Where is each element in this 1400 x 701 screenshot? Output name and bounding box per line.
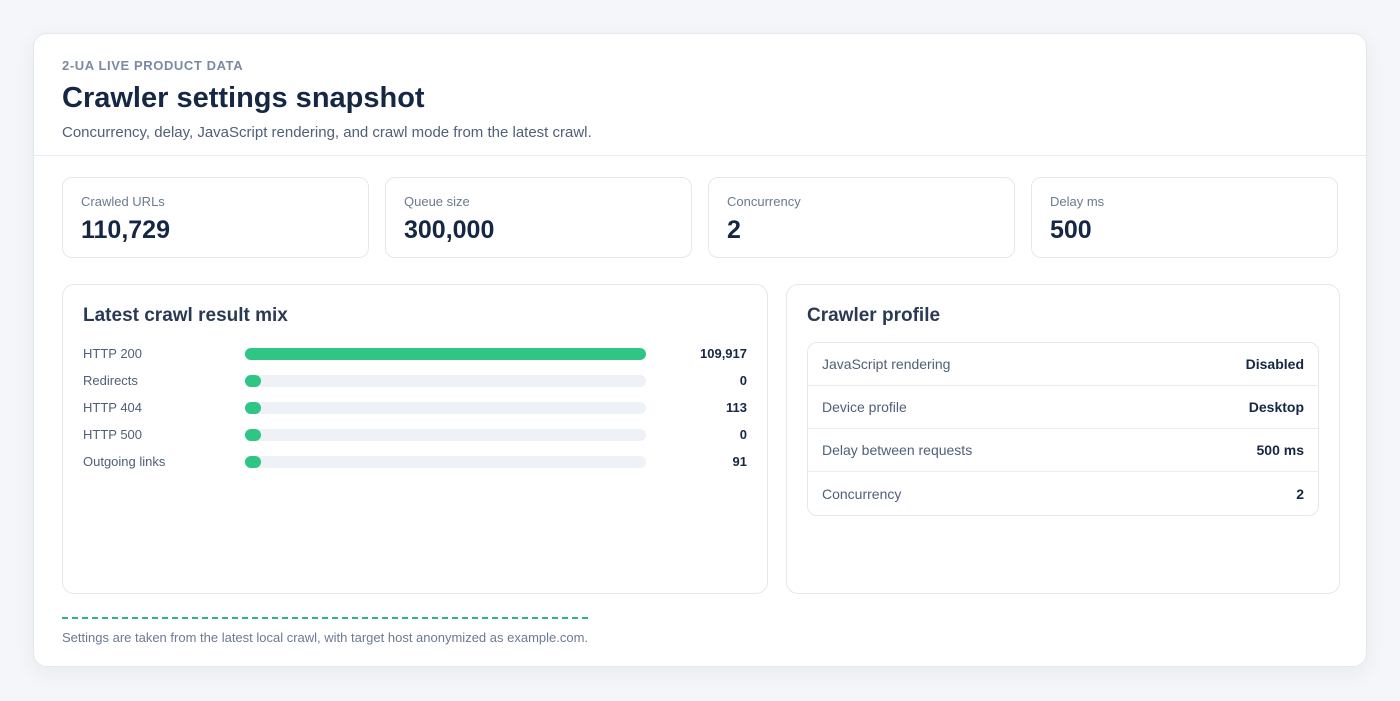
bar-row-redirects: Redirects 0 (83, 367, 747, 394)
bar-value: 109,917 (700, 346, 747, 361)
stat-label: Concurrency (727, 194, 801, 209)
bar-track (245, 401, 646, 414)
page-header: 2-UA LIVE PRODUCT DATA Crawler settings … (34, 34, 1366, 156)
bar-fill (245, 374, 261, 387)
bar-fill (245, 347, 646, 360)
profile-row-delay: Delay between requests 500 ms (808, 429, 1318, 472)
crawler-profile-table: JavaScript rendering Disabled Device pro… (807, 342, 1319, 516)
bar-label: HTTP 500 (83, 427, 143, 442)
stat-label: Crawled URLs (81, 194, 165, 209)
profile-value: Desktop (1248, 399, 1304, 415)
bar-label: Redirects (83, 373, 138, 388)
page-subtitle: Concurrency, delay, JavaScript rendering… (62, 124, 592, 141)
profile-row-concurrency: Concurrency 2 (808, 472, 1318, 515)
bar-label: HTTP 200 (83, 346, 143, 361)
snapshot-card: 2-UA LIVE PRODUCT DATA Crawler settings … (33, 33, 1367, 667)
bar-value: 0 (739, 427, 747, 442)
profile-key: Delay between requests (822, 442, 973, 458)
stat-card-delay: Delay ms 500 (1031, 177, 1338, 258)
profile-key: Device profile (822, 399, 907, 415)
result-mix-title: Latest crawl result mix (83, 305, 288, 326)
bar-label: Outgoing links (83, 454, 166, 469)
page-eyebrow: 2-UA LIVE PRODUCT DATA (62, 58, 244, 73)
footer-divider (62, 617, 588, 619)
bar-label: HTTP 404 (83, 400, 143, 415)
stat-label: Delay ms (1050, 194, 1105, 209)
profile-key: JavaScript rendering (822, 356, 951, 372)
stat-value: 110,729 (81, 216, 170, 244)
stat-value: 500 (1050, 216, 1092, 244)
bar-row-http-404: HTTP 404 113 (83, 394, 747, 421)
bar-track (245, 455, 646, 468)
profile-row-device-profile: Device profile Desktop (808, 386, 1318, 429)
stat-label: Queue size (404, 194, 470, 209)
crawler-profile-panel: Crawler profile JavaScript rendering Dis… (786, 284, 1340, 594)
bar-value: 91 (732, 454, 747, 469)
stats-row: Crawled URLs 110,729 Queue size 300,000 … (62, 177, 1338, 258)
bar-row-outgoing-links: Outgoing links 91 (83, 448, 747, 475)
stat-card-queue-size: Queue size 300,000 (385, 177, 692, 258)
stat-card-crawled-urls: Crawled URLs 110,729 (62, 177, 369, 258)
crawler-profile-title: Crawler profile (807, 305, 941, 326)
bar-fill (245, 455, 261, 468)
bar-value: 113 (726, 400, 747, 415)
result-mix-panel: Latest crawl result mix HTTP 200 109,917… (62, 284, 768, 594)
stat-value: 300,000 (404, 216, 495, 244)
profile-value: 500 ms (1256, 442, 1304, 458)
footer-note: Settings are taken from the latest local… (62, 630, 589, 645)
profile-row-js-rendering: JavaScript rendering Disabled (808, 343, 1318, 386)
bar-fill (245, 401, 261, 414)
stat-card-concurrency: Concurrency 2 (708, 177, 1015, 258)
bar-track (245, 428, 646, 441)
result-mix-bars: HTTP 200 109,917 Redirects 0 HTTP 404 11… (83, 340, 747, 475)
profile-value: 2 (1296, 485, 1304, 502)
bar-row-http-200: HTTP 200 109,917 (83, 340, 747, 367)
bar-row-http-500: HTTP 500 0 (83, 421, 747, 448)
profile-value: Disabled (1245, 356, 1304, 372)
bar-value: 0 (739, 373, 747, 388)
page-title: Crawler settings snapshot (62, 82, 425, 114)
profile-key: Concurrency (822, 485, 902, 502)
bar-track (245, 374, 646, 387)
stat-value: 2 (727, 216, 741, 244)
bar-track (245, 347, 646, 360)
bar-fill (245, 428, 261, 441)
